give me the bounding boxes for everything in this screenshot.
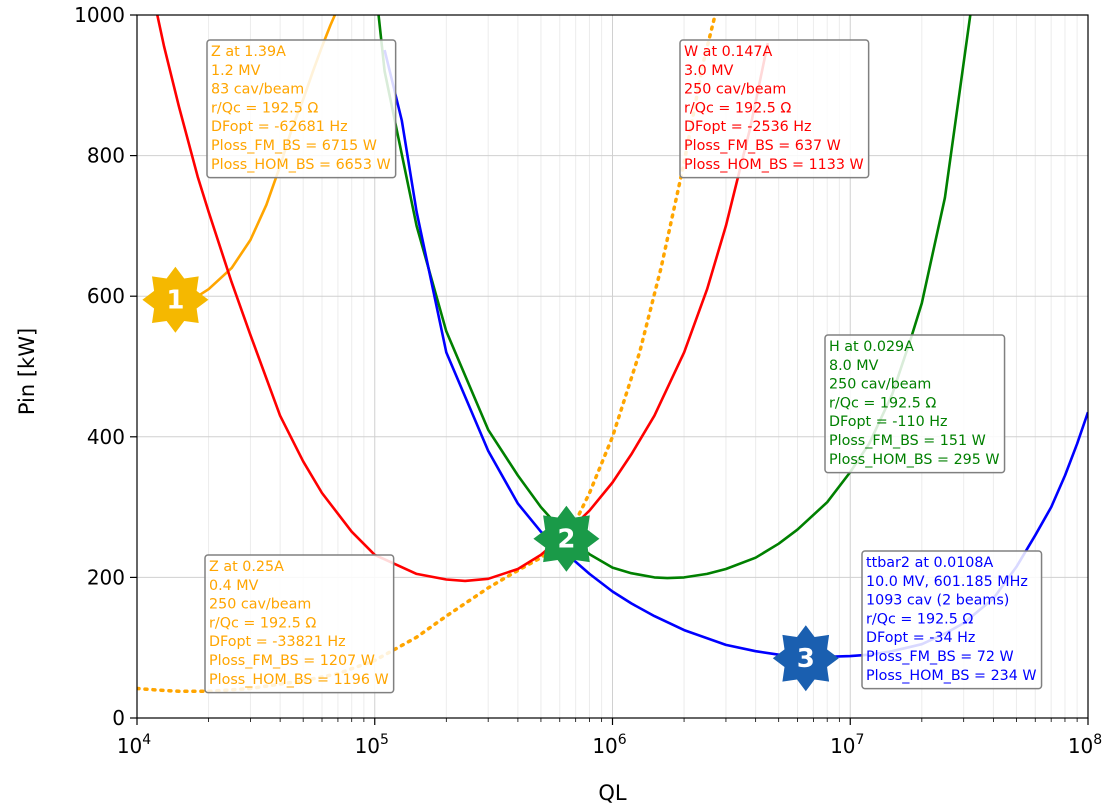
series-line: [377, 15, 972, 580]
annotation-text-line: r/Qc = 192.5 Ω: [829, 395, 936, 411]
annotation-box-frame: [206, 39, 397, 179]
numbered-star-marker: 2: [533, 505, 600, 572]
annotation-box-frame: [824, 334, 1006, 474]
annotation-text-line: Ploss_HOM_BS = 234 W: [866, 668, 1037, 684]
annotation-text-line: r/Qc = 192.5 Ω: [684, 100, 791, 116]
y-tick-label: 0: [112, 706, 125, 730]
annotation-text-line: Z at 0.25A: [209, 559, 284, 575]
x-tick-label: 107: [830, 732, 864, 758]
annotation-text-line: 10.0 MV, 601.185 MHz: [866, 574, 1028, 590]
x-tick-exponent: 4: [142, 732, 151, 748]
star-marker-icon: [142, 266, 209, 333]
annotation-box: H at 0.029A 8.0 MV 250 cav/beam r/Qc = 192.…: [824, 334, 1006, 474]
annotation-text-line: r/Qc = 192.5 Ω: [866, 611, 973, 627]
y-tick-label: 600: [87, 284, 125, 308]
annotation-text-line: DFopt = -110 Hz: [829, 414, 947, 430]
annotation-text-line: 0.4 MV: [209, 578, 259, 594]
annotation-text-line: H at 0.029A: [829, 339, 914, 355]
x-tick-exponent: 8: [1093, 732, 1102, 748]
y-axis-label: Pin [kW]: [15, 328, 39, 415]
star-marker-icon: [772, 625, 839, 692]
y-tick-label: 400: [87, 425, 125, 449]
x-tick-label: 108: [1068, 732, 1102, 758]
annotation-text-line: Ploss_FM_BS = 151 W: [829, 433, 986, 449]
annotation-box-frame: [861, 550, 1043, 690]
x-axis-label: QL: [598, 781, 627, 805]
annotation-text-line: DFopt = -34 Hz: [866, 630, 975, 646]
annotation-text-line: Ploss_HOM_BS = 295 W: [829, 452, 1000, 468]
annotation-text-line: r/Qc = 192.5 Ω: [211, 100, 318, 116]
star-marker-label: 2: [557, 525, 575, 555]
x-tick-exponent: 7: [856, 732, 865, 748]
annotation-text-line: Ploss_FM_BS = 1207 W: [209, 653, 375, 669]
annotation-text-line: 250 cav/beam: [209, 597, 311, 613]
annotation-box-frame: [679, 39, 870, 179]
annotation-text-line: r/Qc = 192.5 Ω: [209, 615, 316, 631]
x-tick-label: 105: [355, 732, 389, 758]
numbered-star-marker: 1: [142, 266, 209, 333]
x-tick-label: 106: [592, 732, 626, 758]
annotation-text-line: 3.0 MV: [684, 63, 734, 79]
annotation-box: Z at 0.25A 0.4 MV 250 cav/beam r/Qc = 192.5…: [204, 554, 395, 694]
annotation-text-line: Ploss_FM_BS = 6715 W: [211, 138, 377, 154]
annotation-text-line: ttbar2 at 0.0108A: [866, 555, 994, 571]
x-tick-base: 10: [830, 734, 855, 758]
annotation-box: W at 0.147A 3.0 MV 250 cav/beam r/Qc = 192.…: [679, 39, 870, 179]
star-marker-icon: [533, 505, 600, 572]
x-tick-base: 10: [1068, 734, 1093, 758]
annotation-box: Z at 1.39A 1.2 MV 83 cav/beam r/Qc = 192.5 …: [206, 39, 397, 179]
annotation-text-line: DFopt = -2536 Hz: [684, 119, 812, 135]
annotation-text-line: 250 cav/beam: [684, 82, 786, 98]
markers-layer: 1 2 3: [142, 266, 839, 692]
annotation-text-line: DFopt = -62681 Hz: [211, 119, 348, 135]
series-line: [137, 15, 717, 694]
annotation-text-line: Ploss_HOM_BS = 1133 W: [684, 157, 864, 173]
y-tick-label: 1000: [74, 3, 125, 27]
annotation-box-frame: [204, 554, 395, 694]
annotation-text-line: DFopt = -33821 Hz: [209, 634, 346, 650]
annotation-text-line: Ploss_HOM_BS = 6653 W: [211, 157, 391, 173]
annotation-text-line: 1093 cav (2 beams): [866, 593, 1009, 609]
x-tick-base: 10: [592, 734, 617, 758]
star-marker-label: 3: [797, 644, 815, 674]
y-tick-label: 200: [87, 565, 125, 589]
annotation-text-line: 83 cav/beam: [211, 82, 304, 98]
annotation-text-line: Ploss_FM_BS = 637 W: [684, 138, 841, 154]
annotation-text-line: W at 0.147A: [684, 44, 773, 60]
x-tick-exponent: 5: [380, 732, 389, 748]
x-tick-label: 104: [117, 732, 151, 758]
series-line: [155, 15, 770, 583]
annotation-box: ttbar2 at 0.0108A 10.0 MV, 601.185 MHz 109…: [861, 550, 1043, 690]
annotations-layer: Z at 1.39A 1.2 MV 83 cav/beam r/Qc = 192.5 …: [204, 39, 1043, 694]
x-tick-base: 10: [355, 734, 380, 758]
numbered-star-marker: 3: [772, 625, 839, 692]
x-tick-base: 10: [117, 734, 142, 758]
y-tick-label: 800: [87, 144, 125, 168]
x-tick-exponent: 6: [618, 732, 627, 748]
annotation-text-line: Ploss_FM_BS = 72 W: [866, 649, 1014, 665]
annotation-text-line: 8.0 MV: [829, 358, 879, 374]
star-marker-label: 1: [166, 286, 184, 316]
annotation-text-line: Ploss_HOM_BS = 1196 W: [209, 672, 389, 688]
annotation-text-line: 250 cav/beam: [829, 377, 931, 393]
annotation-text-line: Z at 1.39A: [211, 44, 286, 60]
annotation-text-line: 1.2 MV: [211, 63, 261, 79]
